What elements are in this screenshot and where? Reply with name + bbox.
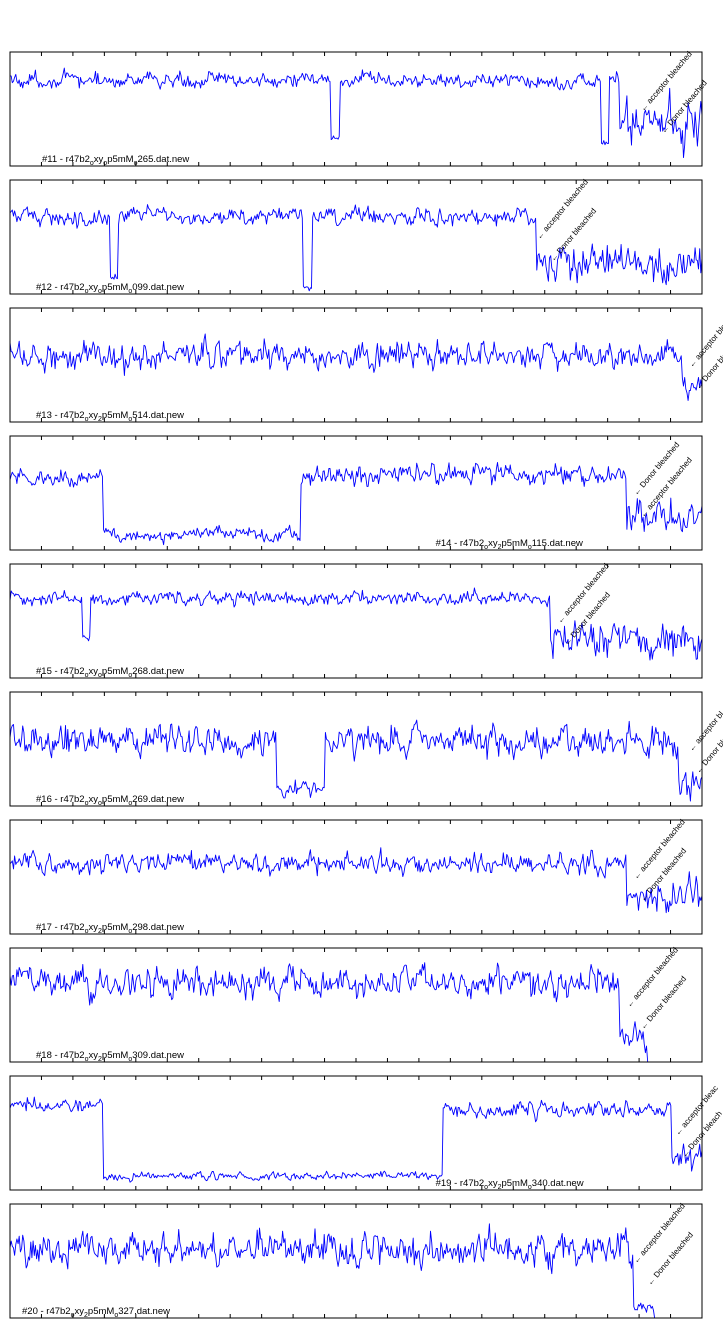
panel-file-label: #11 - r47b2oxyop5mMo265.dat.new [42,154,189,167]
trace-panel-15: #15 - r47b2oxyop5mMo268.dat.new← accepto… [9,562,703,679]
trace-panel-13: #13 - r47b2oxy2p5mMo514.dat.new← accepto… [9,306,723,423]
panel-file-label: #19 - r47b2oxy2p5mMo340.dat.new [436,1178,584,1191]
trace-line-15 [10,587,702,661]
trace-panel-14: #14 - r47b2oxy2p5mMo115.dat.new ← Donor b… [9,435,703,551]
bleach-annotation: ← Donor bleached [631,440,681,497]
panel-file-label: #18 - r47b2oxy2p5mMo309.dat.new [36,1050,184,1063]
panel-file-label: #16 - r47b2oxyop5mMo269.dat.new [36,794,184,807]
trace-panel-18: #18 - r47b2oxy2p5mMo309.dat.new← accepto… [9,946,703,1063]
panel-frame [9,179,703,295]
trace-line-14 [10,462,702,546]
trace-panel-12: #12 - r47b2oxyop5mMo099.dat.new← accepto… [9,178,703,295]
trace-panel-17: #17 - r47b2oxy2p5mMo298.dat.new← accepto… [9,818,703,935]
bleach-annotation: ← acceptor bleac [673,1084,720,1137]
trace-line-19 [10,1096,702,1183]
trace-panel-16: #16 - r47b2oxyop5mMo269.dat.new← accepto… [9,691,723,807]
panel-frame [9,51,703,167]
trace-panel-19: #19 - r47b2oxy2p5mMo340.dat.new ← accepto… [9,1075,723,1191]
panel-file-label: #15 - r47b2oxyop5mMo268.dat.new [36,666,184,679]
trace-line-20 [10,1223,702,1318]
trace-line-13 [10,333,702,401]
panel-file-label: #17 - r47b2oxy2p5mMo298.dat.new [36,922,184,935]
trace-line-16 [10,719,702,802]
bleach-annotation: ← acceptor bleached [638,456,693,520]
trace-line-12 [10,204,702,292]
panel-file-label: #14 - r47b2oxy2p5mMo115.dat.new [436,538,583,551]
panel-frame [9,435,703,551]
trace-line-18 [10,962,702,1062]
panel-frame [9,1075,703,1191]
panel-frame [9,947,703,1063]
panel-frame [9,307,703,423]
panel-file-label: #12 - r47b2oxyop5mMo099.dat.new [36,282,184,295]
bleach-annotation: ← Donor bleached [638,846,688,903]
trace-panel-20: #20 - r47b2oxy2p5mMo327.dat.new← accepto… [9,1202,703,1319]
trace-line-17 [10,847,702,914]
trace-panel-11: #11 - r47b2oxyop5mMo265.dat.new← accepto… [9,50,709,167]
panel-file-label: #20 - r47b2oxy2p5mMo327.dat.new [22,1306,170,1319]
trace-line-11 [10,67,702,159]
panel-file-label: #13 - r47b2oxy2p5mMo514.dat.new [36,410,184,423]
